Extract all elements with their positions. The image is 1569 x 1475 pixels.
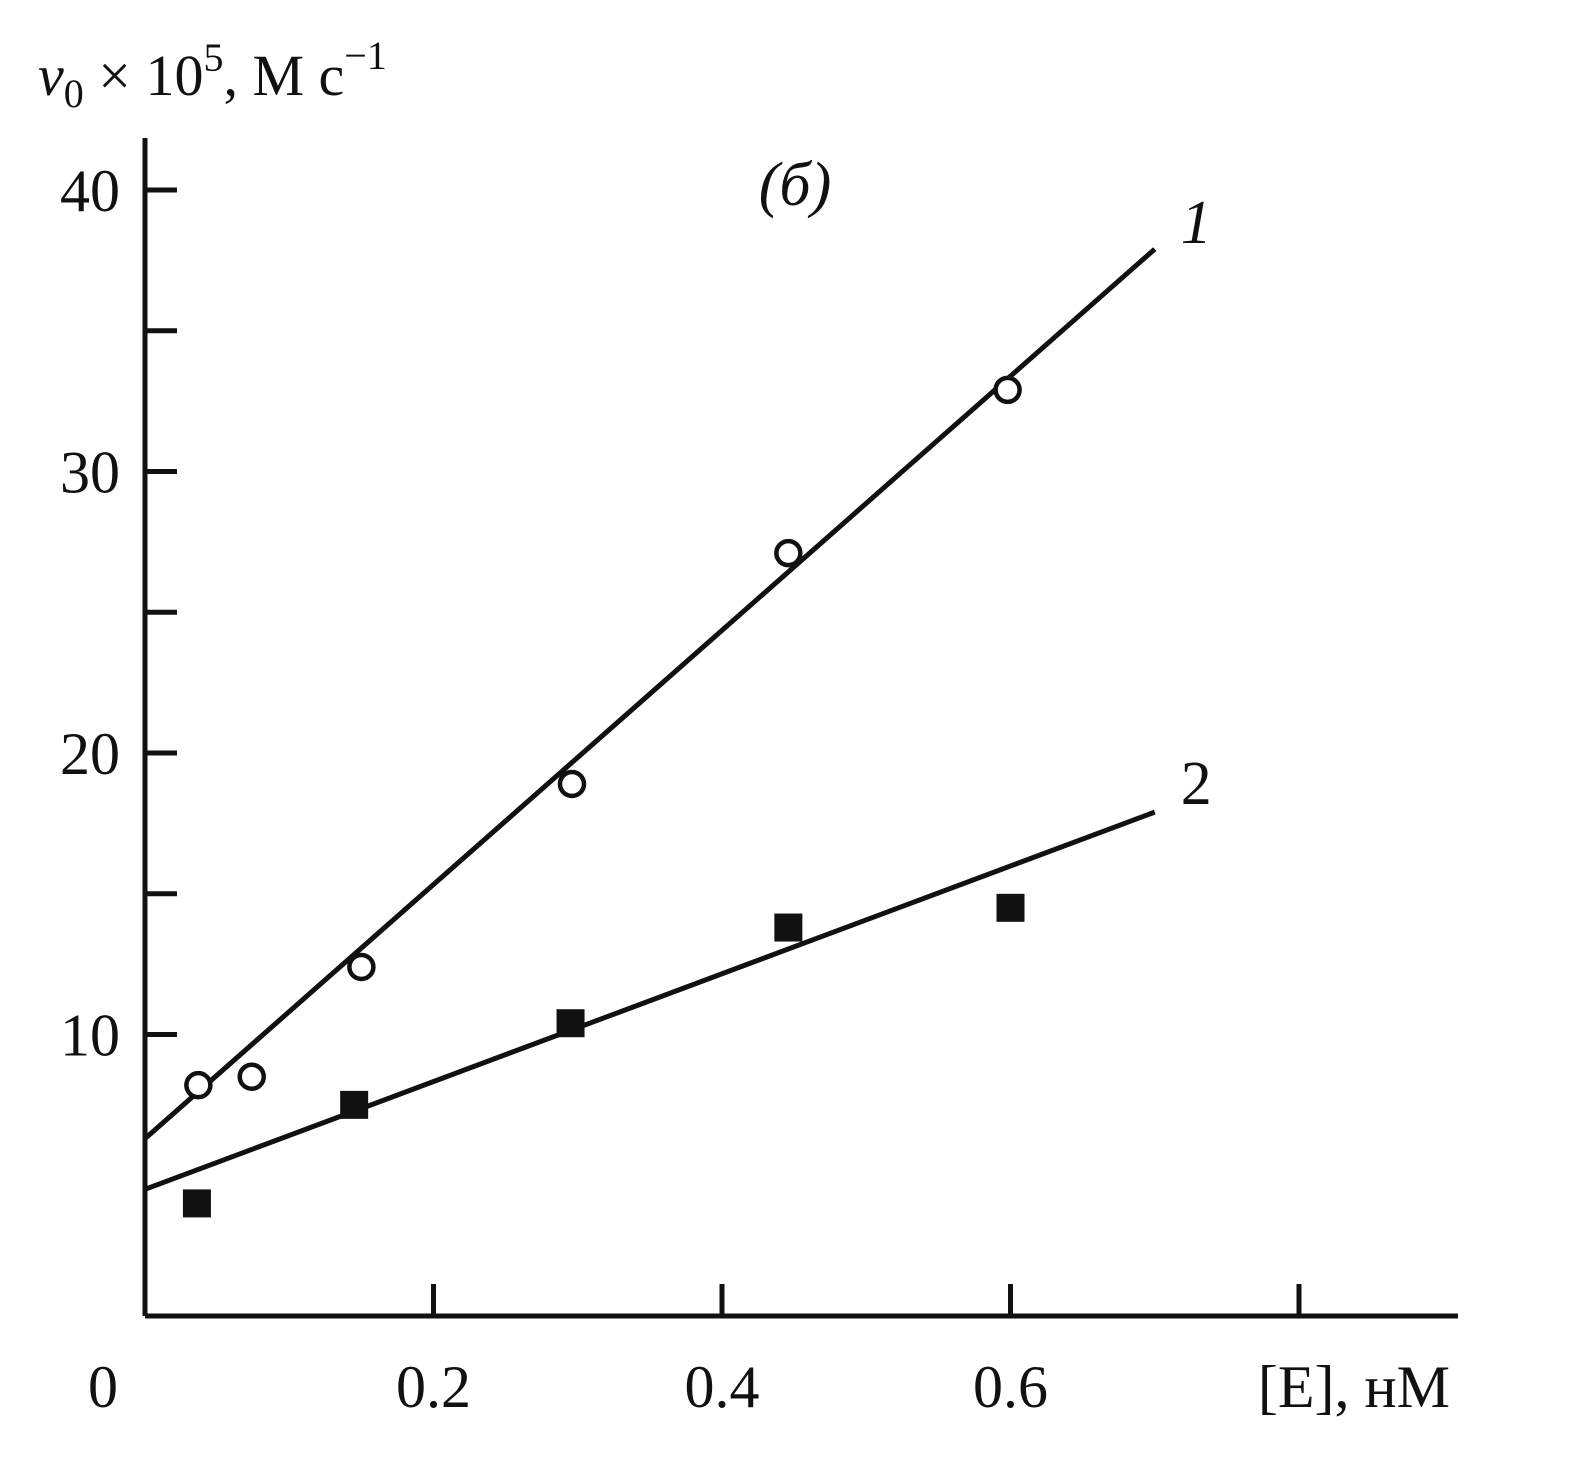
y-label-unit-exponent: −1: [344, 33, 387, 78]
data-point: [182, 1189, 211, 1218]
panel-label: (б): [759, 151, 831, 219]
data-point: [237, 1062, 266, 1091]
data-point: [774, 913, 803, 942]
data-point: [340, 1090, 369, 1119]
series-2: 2: [144, 750, 1212, 1218]
x-tick-label: 0.6: [973, 1354, 1048, 1420]
y-tick-label: 30: [60, 440, 120, 506]
series-1: 1: [143, 189, 1212, 1141]
data-point: [347, 952, 376, 982]
y-label-symbol: v: [38, 43, 64, 108]
data-point: [556, 1009, 585, 1038]
series-label-2: 2: [1181, 750, 1212, 818]
data-point: [774, 538, 803, 568]
y-axis-label: v0 × 105, M c−1: [38, 33, 387, 116]
series-layer: 12: [143, 189, 1212, 1218]
y-label-exponent: 5: [203, 35, 223, 80]
fit-line-2: [144, 809, 1156, 1192]
y-ticks: 10 20 30 40: [60, 158, 177, 1069]
data-point: [996, 893, 1025, 922]
x-tick-label: 0.4: [685, 1354, 760, 1420]
data-point: [184, 1070, 213, 1100]
data-point: [557, 769, 587, 799]
series-label-1: 1: [1181, 189, 1212, 257]
x-axis-label: [E], нM: [1258, 1354, 1450, 1420]
x-tick-label: 0.2: [396, 1354, 471, 1420]
fit-line-1: [143, 247, 1157, 1141]
x-ticks: 0.2 0.4 0.6: [396, 1284, 1302, 1420]
y-label-unit: , M c: [223, 43, 344, 108]
y-label-subscript: 0: [64, 71, 84, 116]
origin-label: 0: [88, 1354, 118, 1420]
y-tick-label: 40: [60, 158, 120, 224]
data-point: [993, 375, 1022, 405]
y-tick-label: 20: [60, 721, 120, 787]
y-tick-label: 10: [60, 1003, 120, 1069]
y-label-multiplier: × 10: [84, 43, 204, 108]
